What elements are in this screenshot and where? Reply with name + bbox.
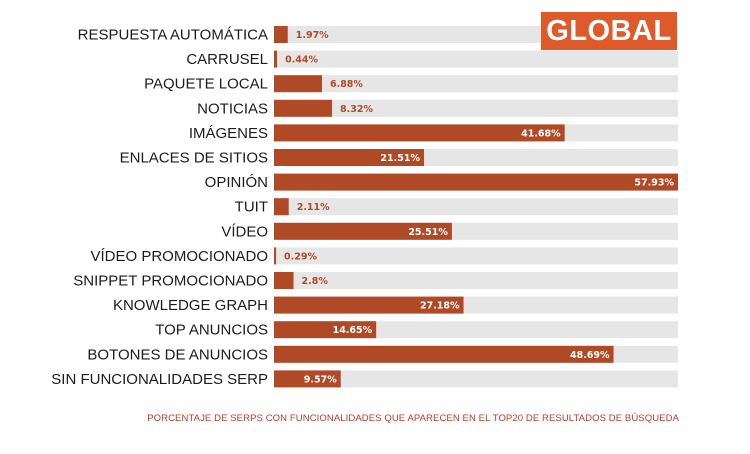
bar-track	[274, 198, 678, 216]
data-label: 48.69%	[570, 350, 610, 361]
bar-track	[274, 99, 678, 117]
data-label: 14.65%	[333, 325, 373, 336]
category-label: ENLACES DE SITIOS	[120, 150, 268, 167]
chart-footnote: PORCENTAJE DE SERPS CON FUNCIONALIDADES …	[147, 413, 679, 424]
bar	[274, 222, 452, 240]
bar	[274, 247, 277, 265]
data-label: 1.97%	[296, 30, 329, 41]
data-label: 25.51%	[408, 227, 448, 238]
category-label: PAQUETE LOCAL	[144, 76, 268, 93]
region-badge: GLOBAL	[541, 12, 677, 50]
data-label: 57.93%	[634, 178, 674, 189]
data-label: 27.18%	[420, 301, 460, 312]
bar	[274, 124, 565, 142]
data-label: 0.29%	[284, 251, 317, 262]
bar-track	[274, 272, 678, 289]
category-label: NOTICIAS	[197, 100, 268, 117]
bar-track	[274, 75, 678, 93]
bar	[274, 173, 678, 191]
category-label: KNOWLEDGE GRAPH	[113, 297, 268, 314]
category-label: SNIPPET PROMOCIONADO	[73, 273, 268, 290]
category-label: VÍDEO	[221, 223, 268, 240]
data-label: 8.32%	[340, 104, 373, 115]
bar	[274, 198, 289, 216]
data-label: 2.8%	[302, 276, 329, 287]
data-label: 9.57%	[304, 374, 337, 385]
category-label: IMÁGENES	[189, 125, 268, 142]
data-label: 0.44%	[285, 55, 318, 66]
data-label: 21.51%	[380, 153, 420, 164]
bar	[274, 370, 341, 388]
category-label: SIN FUNCIONALIDADES SERP	[51, 371, 268, 388]
data-label: 2.11%	[297, 202, 330, 213]
bar-track	[274, 370, 678, 388]
category-label: RESPUESTA AUTOMÁTICA	[78, 27, 268, 44]
category-label: OPINIÓN	[205, 174, 268, 191]
bar	[274, 296, 464, 314]
category-label: CARRUSEL	[186, 51, 268, 68]
data-label: 41.68%	[521, 128, 561, 139]
category-label: TUIT	[235, 199, 268, 216]
bar	[274, 99, 333, 117]
bar	[274, 345, 614, 363]
bar	[274, 321, 377, 339]
category-label: TOP ANUNCIOS	[155, 322, 268, 339]
bar	[274, 149, 425, 166]
bar-track	[274, 247, 678, 265]
category-label: BOTONES DE ANUNCIOS	[87, 346, 268, 363]
bar-track	[274, 50, 678, 68]
bar	[274, 50, 278, 68]
data-label: 6.88%	[330, 79, 363, 90]
bar	[274, 26, 288, 43]
category-label: VÍDEO PROMOCIONADO	[90, 248, 268, 265]
bar	[274, 75, 322, 93]
bar	[274, 272, 294, 289]
